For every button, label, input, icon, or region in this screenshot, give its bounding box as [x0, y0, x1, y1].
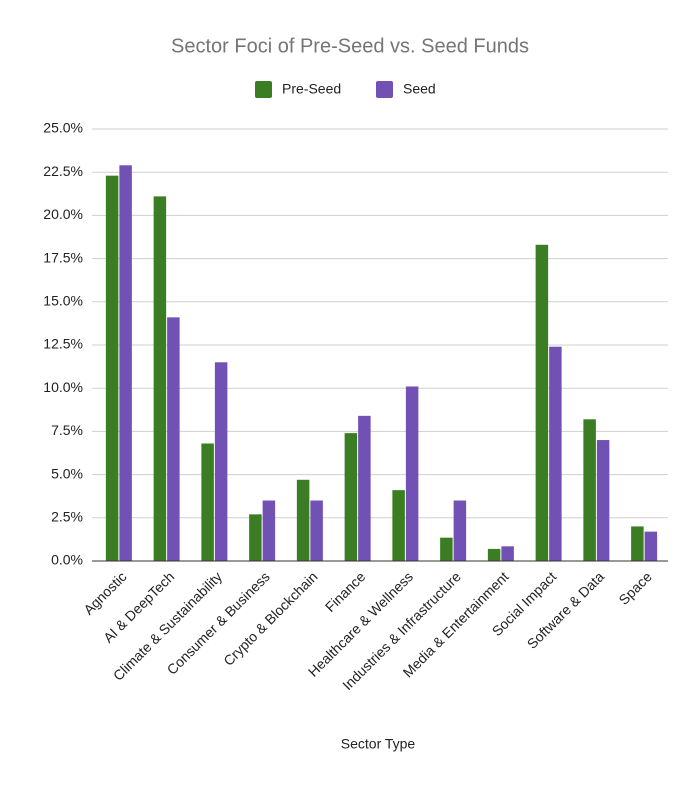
bar — [644, 531, 658, 561]
y-tick-label: 15.0% — [43, 293, 83, 309]
bar — [167, 317, 180, 561]
bar — [214, 362, 228, 561]
bar — [344, 433, 358, 561]
bar — [596, 440, 610, 561]
y-tick-label: 12.5% — [43, 336, 83, 352]
y-tick-label: 17.5% — [43, 249, 83, 265]
x-tick-label: Crypto & Blockchain — [220, 568, 320, 668]
bar — [631, 526, 644, 561]
legend-label: Seed — [403, 81, 436, 97]
bar — [549, 346, 562, 561]
bar — [262, 500, 276, 561]
x-tick-label: Agnostic — [80, 568, 129, 617]
legend-label: Pre-Seed — [282, 81, 341, 97]
bar — [583, 419, 596, 561]
bar — [440, 537, 453, 561]
bar — [105, 175, 119, 561]
x-tick-label: Finance — [322, 568, 369, 615]
bar — [249, 514, 262, 561]
x-tick-label: Space — [615, 568, 655, 608]
bar — [358, 415, 371, 561]
y-tick-label: 5.0% — [51, 465, 83, 481]
y-tick-label: 10.0% — [43, 379, 83, 395]
bar — [296, 479, 310, 561]
y-tick-label: 20.0% — [43, 206, 83, 222]
bar — [405, 386, 419, 561]
legend-swatch — [255, 81, 272, 98]
bar — [119, 165, 132, 561]
bar — [535, 244, 549, 561]
bar — [501, 546, 514, 561]
bar — [453, 500, 467, 561]
y-tick-label: 0.0% — [51, 552, 83, 568]
y-tick-label: 2.5% — [51, 509, 83, 525]
y-tick-label: 7.5% — [51, 422, 83, 438]
chart-title: Sector Foci of Pre-Seed vs. Seed Funds — [171, 35, 529, 57]
y-tick-label: 25.0% — [43, 120, 83, 136]
x-axis-title: Sector Type — [341, 736, 416, 752]
bar — [310, 500, 323, 561]
bar — [392, 490, 405, 561]
legend-swatch — [376, 81, 393, 98]
bar — [487, 548, 501, 561]
bar — [201, 443, 214, 561]
y-tick-label: 22.5% — [43, 163, 83, 179]
bar — [153, 196, 167, 561]
